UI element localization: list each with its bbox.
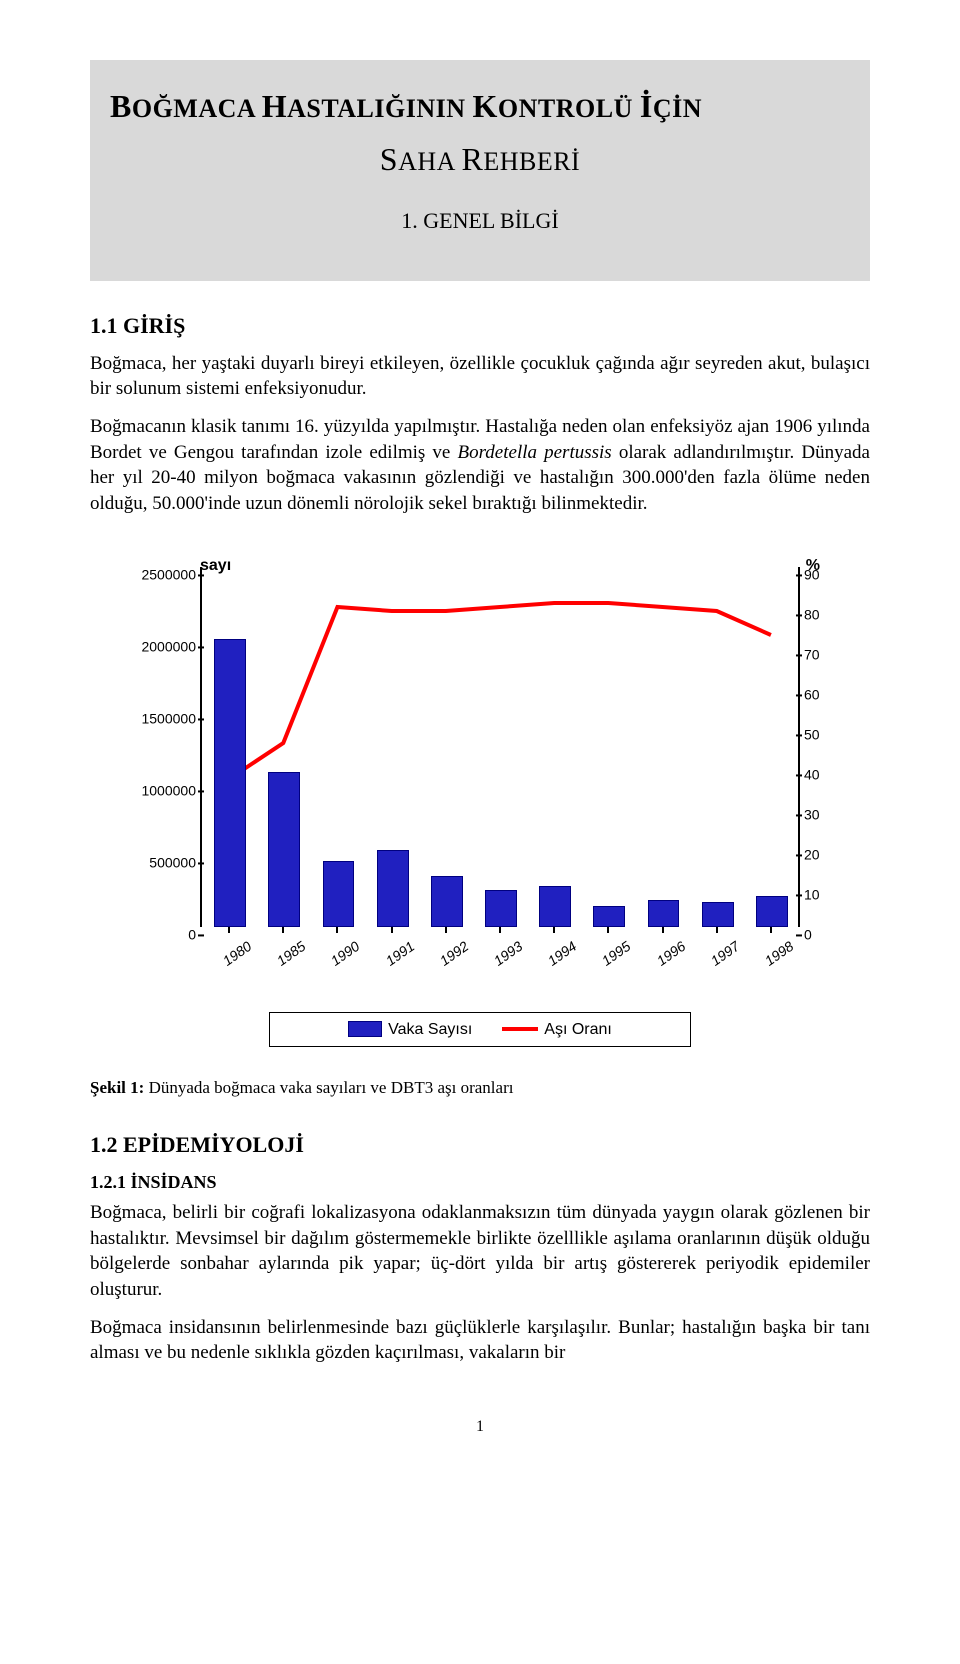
chart: sayı % 050000010000001500000200000025000… bbox=[120, 557, 840, 1048]
caption-rest: Dünyada boğmaca vaka sayıları ve DBT3 aş… bbox=[144, 1078, 513, 1097]
x-tick: 1990 bbox=[328, 937, 364, 970]
x-tickmark bbox=[662, 927, 664, 933]
y-left-tick: 1500000 bbox=[141, 709, 196, 728]
t1c: H bbox=[262, 88, 287, 124]
bar bbox=[756, 896, 788, 927]
legend-line-swatch bbox=[502, 1027, 538, 1031]
para-4: Boğmaca insidansının belirlenmesinde baz… bbox=[90, 1315, 870, 1366]
para-1: Boğmaca, her yaştaki duyarlı bireyi etki… bbox=[90, 351, 870, 402]
section-1-title: 1. GENEL BİLGİ bbox=[110, 206, 850, 236]
line-path bbox=[229, 603, 771, 779]
bar bbox=[323, 861, 355, 926]
bar bbox=[702, 902, 734, 927]
x-tick: 1980 bbox=[219, 937, 255, 970]
figure-caption: Şekil 1: Dünyada boğmaca vaka sayıları v… bbox=[90, 1077, 870, 1100]
chart-area: sayı % 050000010000001500000200000025000… bbox=[120, 557, 840, 957]
legend-item-bar: Vaka Sayısı bbox=[348, 1019, 472, 1041]
t1b: OĞMACA bbox=[132, 94, 262, 123]
x-tickmark bbox=[770, 927, 772, 933]
t1d: ASTALIĞININ bbox=[287, 94, 472, 123]
y-right-tick: 80 bbox=[804, 605, 820, 624]
bar bbox=[268, 772, 300, 927]
x-tickmark bbox=[391, 927, 393, 933]
x-tick: 1992 bbox=[436, 937, 472, 970]
x-tick: 1994 bbox=[544, 937, 580, 970]
y-right-tick: 30 bbox=[804, 805, 820, 824]
legend-item-line: Aşı Oranı bbox=[502, 1019, 612, 1041]
legend-line-label: Aşı Oranı bbox=[544, 1019, 612, 1041]
x-tickmark bbox=[228, 927, 230, 933]
y-right-tick: 60 bbox=[804, 685, 820, 704]
t1a: B bbox=[110, 88, 132, 124]
y-right-tick: 50 bbox=[804, 725, 820, 744]
x-tickmark bbox=[553, 927, 555, 933]
main-title: BOĞMACA HASTALIĞININ KONTROLÜ İÇİN bbox=[110, 85, 850, 128]
y-left-tick: 2000000 bbox=[141, 637, 196, 656]
y-right-tick: 40 bbox=[804, 765, 820, 784]
y-left-tick: 0 bbox=[188, 925, 196, 944]
t1e: K bbox=[473, 88, 498, 124]
y-left-tick: 1000000 bbox=[141, 781, 196, 800]
t2d: EHBERİ bbox=[483, 147, 580, 176]
x-tick: 1998 bbox=[761, 937, 797, 970]
t2a: S bbox=[380, 141, 398, 177]
x-tick: 1996 bbox=[653, 937, 689, 970]
bar bbox=[648, 900, 680, 926]
y-left-tick: 500000 bbox=[149, 853, 196, 872]
bar bbox=[431, 876, 463, 927]
x-tickmark bbox=[445, 927, 447, 933]
bar bbox=[539, 886, 571, 927]
bar bbox=[593, 906, 625, 927]
y-right-tick: 0 bbox=[804, 925, 812, 944]
t1g: İ bbox=[640, 88, 653, 124]
y-left-tick: 2500000 bbox=[141, 565, 196, 584]
y-right-tick: 70 bbox=[804, 645, 820, 664]
heading-1-2-1: 1.2.1 İNSİDANS bbox=[90, 1170, 870, 1194]
x-tick: 1985 bbox=[273, 937, 309, 970]
t1f: ONTROLÜ bbox=[498, 94, 640, 123]
sub-title: SAHA REHBERİ bbox=[110, 138, 850, 181]
x-tick: 1991 bbox=[382, 937, 418, 970]
x-tick: 1995 bbox=[598, 937, 634, 970]
x-tick: 1993 bbox=[490, 937, 526, 970]
plot-area: 0500000100000015000002000000250000001020… bbox=[200, 567, 800, 927]
bar bbox=[485, 890, 517, 927]
y-right-tick: 90 bbox=[804, 565, 820, 584]
legend: Vaka Sayısı Aşı Oranı bbox=[269, 1012, 691, 1048]
legend-bar-label: Vaka Sayısı bbox=[388, 1019, 472, 1041]
x-tickmark bbox=[499, 927, 501, 933]
t2c: R bbox=[461, 141, 483, 177]
x-tickmark bbox=[282, 927, 284, 933]
p2-italic: Bordetella pertussis bbox=[458, 442, 612, 463]
t2b: AHA bbox=[398, 147, 461, 176]
y-right-tick: 20 bbox=[804, 845, 820, 864]
page-number: 1 bbox=[90, 1416, 870, 1438]
t1h: ÇİN bbox=[653, 94, 702, 123]
legend-bar-swatch bbox=[348, 1021, 382, 1037]
x-tickmark bbox=[607, 927, 609, 933]
caption-bold: Şekil 1: bbox=[90, 1078, 144, 1097]
bar bbox=[214, 639, 246, 926]
title-box: BOĞMACA HASTALIĞININ KONTROLÜ İÇİN SAHA … bbox=[90, 60, 870, 281]
heading-1-1: 1.1 GİRİŞ bbox=[90, 311, 870, 341]
bar bbox=[377, 850, 409, 927]
y-right-tick: 10 bbox=[804, 885, 820, 904]
heading-1-2: 1.2 EPİDEMİYOLOJİ bbox=[90, 1130, 870, 1160]
page: BOĞMACA HASTALIĞININ KONTROLÜ İÇİN SAHA … bbox=[0, 0, 960, 1478]
para-3: Boğmaca, belirli bir coğrafi lokalizasyo… bbox=[90, 1200, 870, 1303]
x-tick: 1997 bbox=[707, 937, 743, 970]
x-tickmark bbox=[716, 927, 718, 933]
x-tickmark bbox=[336, 927, 338, 933]
para-2: Boğmacanın klasik tanımı 16. yüzyılda ya… bbox=[90, 414, 870, 517]
